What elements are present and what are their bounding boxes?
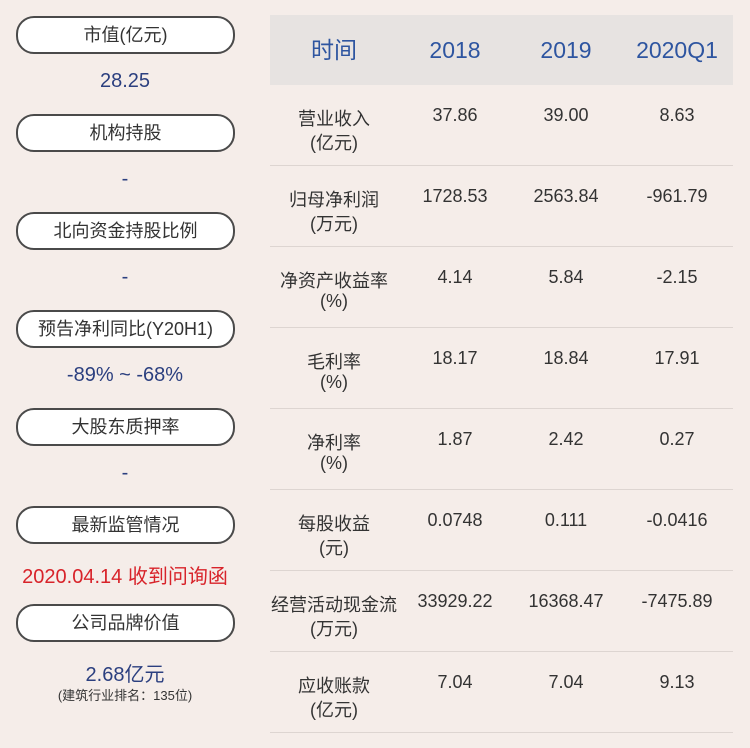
cell-value: 1.87 — [437, 429, 473, 449]
cell-value: 2.42 — [548, 429, 584, 449]
cell-value: 0.27 — [659, 429, 695, 449]
cell-value: 0.111 — [544, 510, 588, 530]
table-header-bg — [270, 15, 733, 85]
row-unit: (%) — [320, 453, 348, 473]
metric-label: 北向资金持股比例 — [16, 212, 235, 250]
metric-label: 市值(亿元) — [16, 16, 235, 54]
row-name: 营业收入 — [298, 109, 370, 129]
row-name: 净资产收益率 — [280, 271, 388, 291]
cell-value: 1728.53 — [422, 186, 488, 206]
metric-value: 28.25 — [99, 70, 151, 92]
cell-value: 7.04 — [437, 672, 473, 692]
row-name: 归母净利润 — [289, 190, 379, 210]
metric-value: - — [121, 266, 129, 288]
row-name: 应收账款 — [298, 676, 370, 696]
metric-label: 预告净利同比(Y20H1) — [16, 310, 235, 348]
row-divider — [270, 570, 733, 571]
row-name: 净利率 — [307, 433, 361, 453]
row-unit: (万元) — [310, 619, 358, 639]
table-header-cell: 2020Q1 — [636, 37, 718, 63]
row-divider — [270, 651, 733, 652]
cell-value: 16368.47 — [528, 591, 604, 611]
cell-value: 5.84 — [548, 267, 584, 287]
row-divider — [270, 165, 733, 166]
cell-value: 8.63 — [659, 105, 695, 125]
cell-value: -2.15 — [656, 267, 698, 287]
cell-value: 17.91 — [654, 348, 700, 368]
row-name: 毛利率 — [307, 352, 361, 372]
cell-value: 18.84 — [543, 348, 589, 368]
cell-value: 39.00 — [543, 105, 589, 125]
metric-value: -89% ~ -68% — [66, 364, 184, 386]
metric-value: 2020.04.14 收到问询函 — [22, 566, 228, 588]
cell-value: 37.86 — [432, 105, 478, 125]
metric-value: - — [121, 168, 129, 190]
cell-value: 4.14 — [437, 267, 473, 287]
metric-label: 最新监管情况 — [16, 506, 235, 544]
metric-label: 机构持股 — [16, 114, 235, 152]
metric-value: - — [121, 462, 129, 484]
cell-value: 7.04 — [548, 672, 584, 692]
row-unit: (亿元) — [310, 700, 358, 720]
cell-value: 33929.22 — [417, 591, 493, 611]
metric-value: 2.68亿元 — [85, 664, 165, 686]
cell-value: -961.79 — [646, 186, 708, 206]
row-divider — [270, 489, 733, 490]
row-unit: (元) — [319, 538, 349, 558]
row-unit: (%) — [320, 372, 348, 392]
cell-value: 0.0748 — [427, 510, 483, 530]
table-header-cell: 2018 — [429, 37, 481, 63]
cell-value: 2563.84 — [533, 186, 599, 206]
metric-note: (建筑行业排名：135位) — [57, 688, 193, 703]
row-unit: (亿元) — [310, 133, 358, 153]
row-divider — [270, 327, 733, 328]
cell-value: 18.17 — [432, 348, 478, 368]
row-unit: (万元) — [310, 214, 358, 234]
cell-value: -0.0416 — [646, 510, 708, 530]
metric-label: 公司品牌价值 — [16, 604, 235, 642]
row-name: 经营活动现金流 — [271, 595, 397, 615]
table-header-cell: 2019 — [540, 37, 592, 63]
row-divider — [270, 246, 733, 247]
table-header-cell: 时间 — [311, 37, 357, 63]
cell-value: 9.13 — [659, 672, 695, 692]
row-unit: (%) — [320, 291, 348, 311]
row-divider — [270, 732, 733, 733]
cell-value: -7475.89 — [641, 591, 713, 611]
row-divider — [270, 408, 733, 409]
metric-label: 大股东质押率 — [16, 408, 235, 446]
row-name: 每股收益 — [298, 514, 370, 534]
